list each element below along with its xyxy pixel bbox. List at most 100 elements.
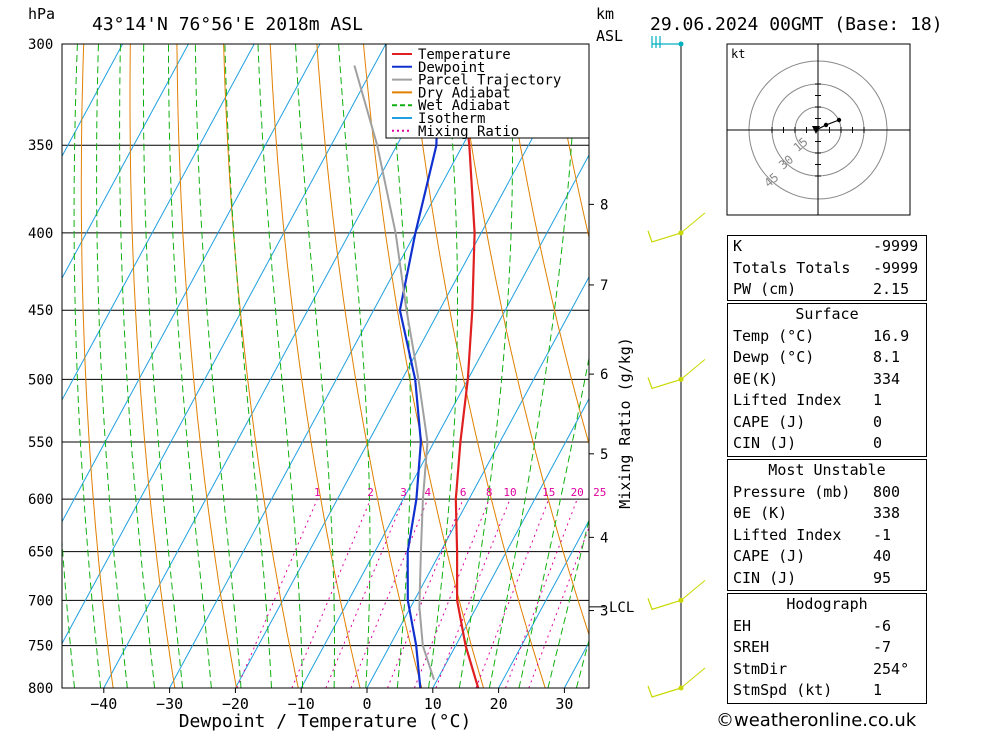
hodograph-unit-label: kt — [731, 47, 745, 61]
wind-barb-shaft — [680, 579, 706, 601]
row-value: -1 — [873, 525, 892, 544]
row-value: 95 — [873, 568, 892, 587]
row-value: 338 — [873, 504, 901, 522]
hpa-label: hPa — [28, 5, 55, 23]
dry-adiabat-line — [923, 44, 1000, 688]
table-row: Lifted Index -1 — [728, 525, 926, 547]
table-row: Dewp (°C) 8.1 — [728, 347, 926, 369]
isotherm-line — [498, 519, 589, 688]
row-value: 1 — [873, 681, 883, 699]
table-row: K -9999 — [728, 236, 926, 258]
row-key: θE (K) — [733, 504, 788, 522]
mixing-ratio-line — [528, 526, 589, 688]
row-key: CAPE (J) — [733, 412, 806, 431]
wet-adiabat-line — [388, 44, 411, 688]
dewpoint-series-line — [398, 44, 440, 688]
table-row: CIN (J) 0 — [728, 433, 926, 455]
wet-adiabat-line — [142, 44, 184, 688]
mixing-ratio-label: 8 — [486, 486, 493, 499]
most-unstable-title: Most Unstable — [768, 461, 886, 479]
row-value: 2.15 — [873, 280, 910, 298]
isotherm-line — [169, 44, 518, 688]
wet-adiabat-line — [62, 534, 75, 688]
wet-adiabat-line — [73, 44, 102, 688]
table-row: StmDir 254° — [728, 659, 926, 681]
pressure-tick-label: 300 — [28, 37, 53, 53]
row-key: Temp (°C) — [733, 326, 815, 345]
x-axis-title: Dewpoint / Temperature (°C) — [179, 711, 472, 732]
mixing-ratio-label: 1 — [314, 486, 321, 499]
location-title: 43°14'N 76°56'E 2018m ASL — [92, 14, 363, 35]
mixing-ratio-line — [325, 498, 405, 688]
pressure-tick-label: 700 — [28, 593, 53, 609]
table-row: Totals Totals -9999 — [728, 258, 926, 280]
dry-adiabat-line — [80, 44, 114, 688]
row-value: 800 — [873, 482, 901, 501]
legend-label: Temperature — [418, 47, 511, 63]
row-key: Lifted Index — [733, 525, 842, 544]
parcel-series-line — [353, 65, 435, 681]
hodograph-point — [823, 122, 829, 128]
mixing-ratio-axis-title: Mixing Ratio (g/kg) — [616, 337, 634, 509]
wind-barb — [647, 377, 682, 390]
mixing-ratio-line — [350, 498, 429, 688]
isotherm-line — [300, 154, 589, 688]
wind-barb-shaft — [680, 667, 706, 689]
pressure-tick-label: 650 — [28, 545, 53, 561]
x-tick-label: 10 — [424, 695, 442, 713]
table-row: StmSpd (kt) 1 — [728, 680, 926, 702]
x-tick-label: 30 — [555, 695, 573, 713]
wet-adiabat-line — [194, 44, 242, 688]
row-key: θE(K) — [733, 369, 779, 388]
pressure-tick-label: 350 — [28, 138, 53, 154]
indices-table: K -9999 Totals Totals -9999 PW (cm) 2.15 — [727, 235, 927, 301]
mixing-ratio-line — [236, 498, 318, 688]
wet-adiabat-line — [168, 44, 212, 688]
isotherm-line — [62, 44, 387, 645]
wet-adiabat-line — [96, 44, 128, 688]
wet-adiabat-line — [119, 44, 156, 688]
km-tick-label: 6 — [600, 367, 608, 383]
mixing-ratio-label: 3 — [400, 486, 407, 499]
row-value: 40 — [873, 547, 892, 565]
mixing-ratio-line — [413, 498, 490, 688]
km-tick-label: 5 — [600, 447, 608, 463]
row-key: StmSpd (kt) — [733, 681, 833, 699]
dry-adiabat-line — [503, 44, 589, 446]
dry-adiabat-line — [129, 44, 176, 688]
dry-adiabat-line — [456, 44, 589, 637]
temperature-series-line — [454, 44, 480, 688]
row-key: SREH — [733, 638, 770, 656]
km-tick-label: 4 — [600, 530, 608, 546]
table-row: SREH -7 — [728, 637, 926, 659]
row-value: 334 — [873, 369, 901, 388]
lcl-label: LCL — [609, 600, 634, 616]
hodograph-point — [836, 117, 842, 123]
row-key: K — [733, 237, 743, 255]
legend-box — [385, 43, 590, 139]
mixing-ratio-label: 15 — [542, 486, 555, 499]
wet-adiabat-line — [458, 44, 513, 688]
mixing-ratio-line — [475, 498, 550, 688]
row-key: Dewp (°C) — [733, 348, 815, 366]
legend-label: Parcel Trajectory — [418, 73, 561, 89]
wet-adiabat-line — [295, 44, 335, 688]
pressure-tick-label: 600 — [28, 492, 53, 508]
km-tick-label: 3 — [600, 604, 608, 620]
table-row: CIN (J) 95 — [728, 568, 926, 590]
mixing-ratio-label: 10 — [503, 486, 516, 499]
wind-barb — [651, 36, 681, 48]
row-value: -6 — [873, 616, 892, 635]
dry-adiabat-line — [176, 44, 237, 688]
mixing-ratio-label: 2 — [367, 486, 374, 499]
storm-motion-marker — [812, 126, 820, 134]
row-key: EH — [733, 616, 752, 635]
table-row: Pressure (mb) 800 — [728, 482, 926, 504]
dry-adiabat-line — [316, 44, 423, 688]
mixing-ratio-line — [291, 498, 372, 688]
table-row: CAPE (J) 0 — [728, 412, 926, 434]
dry-adiabat-line — [223, 44, 299, 688]
row-key: Totals Totals — [733, 258, 851, 277]
mixing-ratio-label: 4 — [424, 486, 431, 499]
row-value: -9999 — [873, 258, 919, 277]
